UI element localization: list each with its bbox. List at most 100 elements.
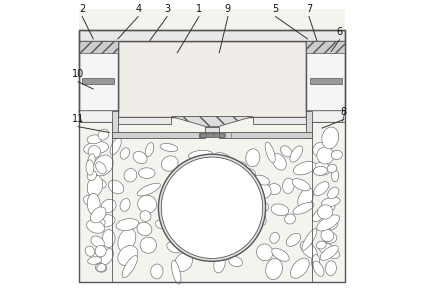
- Ellipse shape: [285, 214, 296, 224]
- Ellipse shape: [245, 218, 256, 235]
- Ellipse shape: [174, 169, 188, 183]
- Polygon shape: [306, 111, 345, 122]
- Ellipse shape: [177, 68, 196, 77]
- Ellipse shape: [150, 63, 159, 71]
- Ellipse shape: [260, 203, 269, 211]
- Ellipse shape: [257, 244, 273, 261]
- Ellipse shape: [148, 72, 165, 85]
- Ellipse shape: [126, 95, 137, 109]
- Ellipse shape: [124, 168, 137, 182]
- Ellipse shape: [317, 147, 334, 164]
- Ellipse shape: [86, 220, 104, 233]
- Ellipse shape: [214, 255, 225, 273]
- Ellipse shape: [324, 199, 335, 211]
- Ellipse shape: [133, 151, 147, 164]
- Ellipse shape: [229, 256, 243, 267]
- Text: 2: 2: [79, 4, 85, 14]
- Text: 4: 4: [135, 4, 141, 14]
- Ellipse shape: [301, 241, 317, 258]
- Ellipse shape: [316, 241, 326, 249]
- Ellipse shape: [323, 232, 337, 243]
- Ellipse shape: [328, 187, 339, 199]
- Ellipse shape: [267, 41, 288, 55]
- Ellipse shape: [93, 155, 113, 176]
- Ellipse shape: [322, 127, 339, 149]
- Ellipse shape: [203, 71, 219, 81]
- Ellipse shape: [159, 191, 178, 212]
- Ellipse shape: [186, 158, 199, 174]
- Ellipse shape: [215, 152, 236, 169]
- Bar: [82, 78, 114, 84]
- Ellipse shape: [175, 253, 192, 272]
- Circle shape: [161, 157, 263, 258]
- Ellipse shape: [101, 199, 116, 213]
- Ellipse shape: [290, 91, 303, 104]
- Ellipse shape: [95, 245, 106, 257]
- Text: 8: 8: [341, 107, 347, 116]
- Ellipse shape: [292, 179, 310, 191]
- Ellipse shape: [293, 60, 304, 70]
- Ellipse shape: [179, 40, 191, 60]
- Ellipse shape: [139, 168, 155, 178]
- Ellipse shape: [181, 190, 207, 208]
- Ellipse shape: [321, 229, 334, 242]
- Ellipse shape: [84, 195, 97, 206]
- Ellipse shape: [209, 207, 232, 223]
- Ellipse shape: [282, 178, 294, 194]
- Ellipse shape: [123, 66, 140, 83]
- Ellipse shape: [86, 160, 94, 175]
- Ellipse shape: [314, 182, 329, 196]
- Ellipse shape: [276, 72, 293, 91]
- Ellipse shape: [199, 99, 211, 111]
- Bar: [199, 133, 223, 137]
- Ellipse shape: [293, 162, 316, 175]
- Ellipse shape: [198, 205, 208, 215]
- Ellipse shape: [201, 85, 211, 102]
- Ellipse shape: [146, 94, 160, 113]
- Ellipse shape: [87, 135, 102, 144]
- Ellipse shape: [96, 162, 106, 174]
- Ellipse shape: [84, 142, 109, 155]
- Ellipse shape: [257, 213, 266, 225]
- Ellipse shape: [217, 43, 229, 54]
- Ellipse shape: [192, 175, 202, 191]
- Ellipse shape: [138, 195, 157, 213]
- Ellipse shape: [245, 106, 257, 114]
- Ellipse shape: [215, 239, 232, 256]
- Bar: [112, 132, 205, 138]
- Ellipse shape: [118, 228, 136, 252]
- Ellipse shape: [110, 138, 121, 155]
- Ellipse shape: [186, 245, 197, 255]
- Ellipse shape: [88, 154, 95, 168]
- Ellipse shape: [290, 258, 309, 278]
- Ellipse shape: [291, 70, 303, 85]
- Ellipse shape: [320, 246, 338, 260]
- Ellipse shape: [175, 56, 194, 70]
- Ellipse shape: [98, 129, 109, 140]
- Ellipse shape: [100, 249, 114, 265]
- Ellipse shape: [223, 81, 235, 104]
- Ellipse shape: [312, 208, 325, 222]
- Ellipse shape: [223, 66, 238, 81]
- Ellipse shape: [331, 150, 343, 159]
- Ellipse shape: [247, 50, 262, 66]
- Ellipse shape: [167, 242, 181, 253]
- Ellipse shape: [189, 150, 213, 160]
- Ellipse shape: [268, 184, 281, 195]
- Ellipse shape: [95, 263, 106, 272]
- Ellipse shape: [118, 246, 138, 265]
- Ellipse shape: [87, 193, 100, 215]
- Ellipse shape: [293, 202, 314, 214]
- Ellipse shape: [98, 180, 106, 188]
- Text: 6: 6: [336, 27, 343, 37]
- Ellipse shape: [165, 69, 177, 85]
- Bar: [310, 78, 342, 84]
- Ellipse shape: [221, 95, 232, 106]
- Ellipse shape: [282, 88, 289, 97]
- Ellipse shape: [281, 52, 295, 66]
- Ellipse shape: [312, 255, 320, 269]
- Ellipse shape: [92, 218, 105, 228]
- Polygon shape: [171, 116, 253, 127]
- Ellipse shape: [155, 220, 166, 228]
- Ellipse shape: [171, 260, 181, 284]
